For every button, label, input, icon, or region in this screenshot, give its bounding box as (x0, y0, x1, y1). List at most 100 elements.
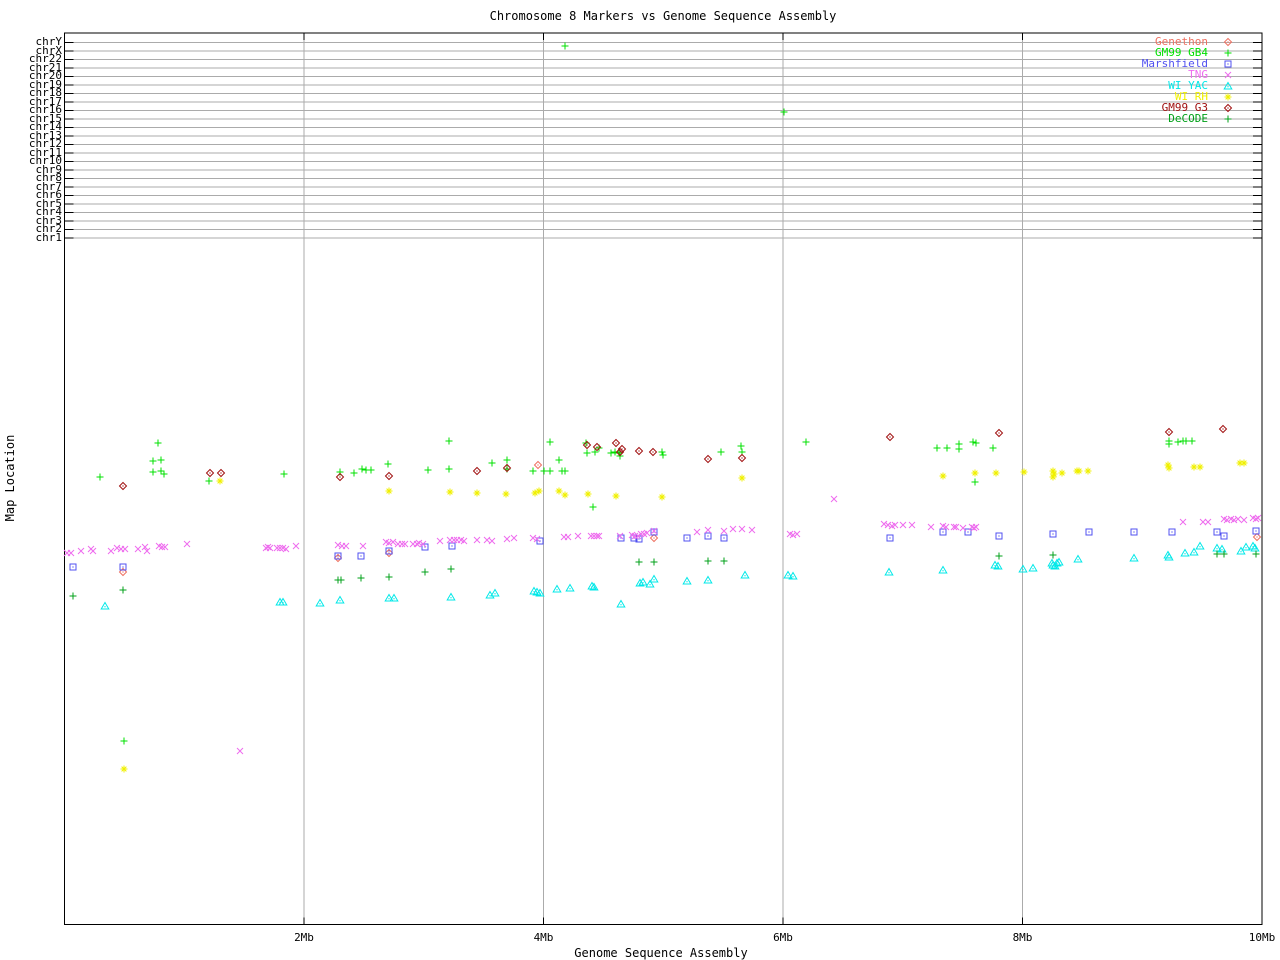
data-point-tng (121, 545, 129, 553)
data-point-wi-rh (473, 489, 481, 497)
data-point-tng (113, 544, 121, 552)
data-point-decode (704, 557, 712, 565)
data-point-wi-yac (1180, 549, 1190, 557)
data-point-gm99-gb4 (607, 449, 615, 457)
data-point-gm99-gb4 (149, 468, 157, 476)
data-point-gm99-g3 (612, 439, 620, 447)
data-point-tng (413, 540, 421, 548)
data-point-tng (359, 542, 367, 550)
data-point-gm99-g3 (217, 469, 225, 477)
data-point-gm99-gb4 (336, 468, 344, 476)
chr-label: chr19 (28, 77, 62, 91)
chr-label: chr13 (28, 128, 62, 142)
chr-label: chrY (35, 35, 63, 49)
data-point-gm99-gb4 (955, 445, 963, 453)
legend-label: GM99 G3 (1161, 101, 1208, 114)
data-point-wi-yac (446, 593, 456, 601)
data-point-tng (1204, 518, 1212, 526)
chr-label: chr20 (28, 69, 62, 83)
legend-marker-wi-rh (1224, 93, 1232, 101)
data-point-tng (1199, 518, 1207, 526)
legend-label: DeCODE (1168, 112, 1208, 125)
data-point-gm99-gb4 (611, 448, 619, 456)
data-point-marshfield (1213, 528, 1221, 536)
data-point-tng (1179, 518, 1187, 526)
data-point-wi-yac (100, 602, 110, 610)
data-point-gm99-gb4 (157, 467, 165, 475)
data-point-gm99-gb4 (1182, 437, 1190, 445)
data-point-wi-yac (1054, 558, 1064, 566)
data-point-gm99-gb4 (1165, 440, 1173, 448)
data-point-tng (959, 524, 967, 532)
data-point-tng (107, 547, 115, 555)
plot-border (64, 32, 1263, 925)
data-point-tng (264, 543, 272, 551)
data-point-gm99-gb4 (659, 451, 667, 459)
data-point-tng (574, 532, 582, 540)
data-point-wi-rh (216, 477, 224, 485)
data-point-tng (415, 539, 423, 547)
data-point-wi-yac (565, 584, 575, 592)
chr-label: chr5 (35, 196, 63, 210)
data-point-gm99-g3 (649, 448, 657, 456)
data-point-gm99-gb4 (561, 467, 569, 475)
data-point-wi-yac (1250, 544, 1260, 552)
data-point-wi-yac (703, 576, 713, 584)
chr-label: chr8 (35, 171, 63, 185)
legend-label: TNG (1188, 68, 1208, 81)
data-point-wi-rh (584, 490, 592, 498)
legend-label: WI YAC (1168, 79, 1208, 92)
data-point-marshfield (720, 534, 728, 542)
data-point-gm99-gb4 (658, 448, 666, 456)
data-point-wi-rh (612, 492, 620, 500)
data-point-tng (266, 544, 274, 552)
data-point-gm99-gb4 (546, 467, 554, 475)
data-point-wi-yac (315, 599, 325, 607)
data-point-tng (729, 525, 737, 533)
data-point-wi-yac (884, 568, 894, 576)
data-point-wi-rh (446, 488, 454, 496)
legend-marker-wi-yac (1223, 82, 1233, 90)
data-point-gm99-gb4 (350, 469, 358, 477)
data-point-tng (738, 525, 746, 533)
data-point-tng (77, 547, 85, 555)
data-point-tng (587, 532, 595, 540)
data-point-decode (357, 574, 365, 582)
data-point-tng (704, 526, 712, 534)
data-point-tng (880, 520, 888, 528)
data-point-tng (884, 521, 892, 529)
data-point-tng (503, 535, 511, 543)
data-point-decode (720, 557, 728, 565)
data-point-gm99-g3 (119, 482, 127, 490)
data-point-gm99-gb4 (540, 467, 548, 475)
data-point-wi-rh (1049, 473, 1057, 481)
data-point-wi-yac (552, 585, 562, 593)
data-point-tng (276, 544, 284, 552)
data-point-gm99-g3 (738, 454, 746, 462)
data-point-gm99-gb4 (737, 442, 745, 450)
data-point-tng (134, 545, 142, 553)
y-axis-label: Map Location (3, 434, 17, 522)
data-point-tng (389, 538, 397, 546)
data-point-decode (1252, 550, 1260, 558)
data-point-tng (720, 527, 728, 535)
data-point-tng (908, 521, 916, 529)
chr-label: chrX (35, 43, 63, 57)
data-point-tng (67, 549, 75, 557)
data-point-wi-yac (682, 577, 692, 585)
data-point-tng (899, 521, 907, 529)
data-point-tng (436, 537, 444, 545)
data-point-tng (970, 524, 978, 532)
data-point-marshfield (1130, 528, 1138, 536)
data-point-gm99-gb4 (555, 456, 563, 464)
data-point-marshfield (995, 532, 1003, 540)
data-point-wi-rh (992, 469, 1000, 477)
chr-label: chr18 (28, 86, 62, 100)
data-point-marshfield (421, 543, 429, 551)
chr-label: chr15 (28, 111, 62, 125)
data-point-gm99-gb4 (445, 437, 453, 445)
data-point-marshfield (1049, 530, 1057, 538)
data-point-wi-rh (1058, 469, 1066, 477)
data-point-genethon (650, 534, 658, 542)
data-point-tng (1240, 516, 1248, 524)
